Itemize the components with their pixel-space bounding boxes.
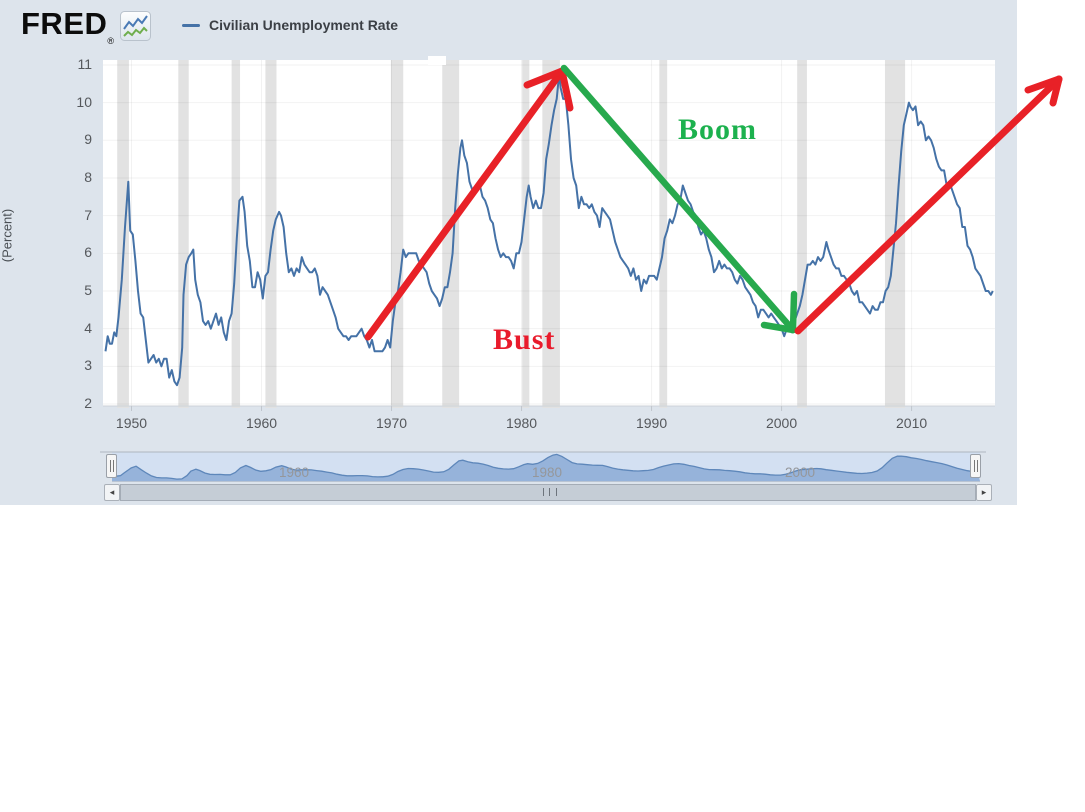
y-tick-label: 9	[84, 131, 92, 148]
y-tick-label: 10	[76, 93, 92, 110]
navigator-right-handle[interactable]	[970, 454, 981, 478]
x-tick-label: 1980	[505, 415, 538, 431]
scrollbar-thumb[interactable]	[120, 484, 976, 501]
white-patch-artifact	[428, 56, 446, 65]
scrollbar-right-arrow-button[interactable]: ▸	[976, 484, 992, 501]
bust-annotation: Bust	[493, 323, 556, 356]
x-tick-label: 1970	[375, 415, 408, 431]
y-tick-label: 5	[84, 281, 92, 298]
legend-label: Civilian Unemployment Rate	[209, 17, 399, 33]
y-tick-label: 4	[84, 319, 92, 336]
x-tick-label: 2010	[896, 415, 928, 431]
navigator-left-handle[interactable]	[106, 454, 117, 478]
y-tick-label: 2	[84, 395, 92, 411]
x-tick-label: 1950	[115, 415, 148, 431]
x-tick-label: 1990	[635, 415, 668, 431]
registered-mark: ®	[107, 36, 115, 46]
y-tick-label: 6	[84, 244, 92, 261]
scrollbar-left-arrow-button[interactable]: ◂	[104, 484, 120, 501]
fred-logo-text: FRED	[21, 6, 108, 41]
fred-sparkline-icon	[120, 11, 151, 46]
navigator-tick-label: 1960	[278, 465, 310, 480]
navigator-tick-label: 1980	[531, 465, 563, 480]
fred-logo: FRED®	[21, 6, 115, 46]
y-tick-label: 8	[84, 168, 92, 185]
boom-annotation: Boom	[678, 113, 757, 146]
y-tick-label: 11	[77, 55, 92, 72]
y-tick-label: 3	[84, 357, 92, 374]
x-tick-label: 1960	[245, 415, 278, 431]
series-legend: Civilian Unemployment Rate	[182, 17, 398, 33]
y-axis-title: (Percent)	[0, 208, 15, 263]
scrollbar-grip-icon[interactable]	[543, 488, 557, 496]
legend-line-swatch	[182, 23, 200, 27]
y-tick-label: 7	[84, 206, 92, 223]
x-tick-label: 2000	[765, 415, 798, 431]
navigator-tick-label: 2000	[784, 465, 816, 480]
